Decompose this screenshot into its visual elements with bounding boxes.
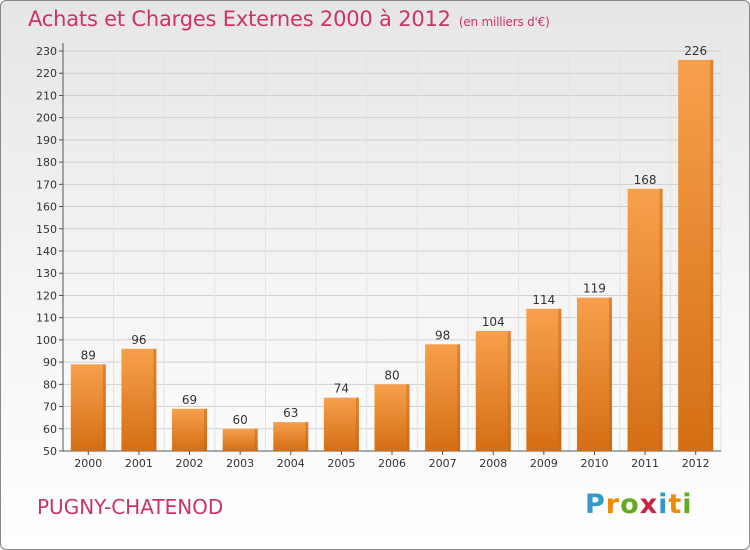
bar-shade <box>507 331 511 451</box>
y-tick-label: 90 <box>43 356 57 369</box>
bar <box>273 422 309 451</box>
y-tick-label: 190 <box>36 134 57 147</box>
x-tick-label: 2002 <box>176 457 204 470</box>
data-label: 119 <box>583 282 606 296</box>
logo-letter: P <box>585 489 606 520</box>
bar <box>374 384 410 451</box>
data-label: 104 <box>482 315 505 329</box>
bar-shade <box>608 297 612 451</box>
data-label: 89 <box>81 348 96 362</box>
commune-name: PUGNY-CHATENOD <box>37 495 224 519</box>
data-label: 69 <box>182 393 197 407</box>
bar <box>425 344 461 451</box>
y-tick-label: 220 <box>36 67 57 80</box>
y-tick-label: 150 <box>36 223 57 236</box>
labels: 50 60 70 80 90 100 110 120 130 140 150 160 170 180 190… <box>36 44 710 470</box>
data-label: 74 <box>334 382 349 396</box>
chart-unit: (en milliers d'€) <box>458 15 550 29</box>
bar-shade <box>710 59 714 452</box>
y-tick-label: 200 <box>36 112 57 125</box>
chart-title: Achats et Charges Externes 2000 à 2012 (e… <box>28 7 550 31</box>
y-tick-label: 170 <box>36 178 57 191</box>
bar <box>678 59 714 452</box>
bar-shade <box>102 364 106 451</box>
logo-letter: i <box>658 489 669 520</box>
bar <box>121 348 157 451</box>
data-label: 60 <box>233 413 248 427</box>
x-tick-label: 2012 <box>682 457 710 470</box>
bar-shade <box>457 344 461 451</box>
bar-shade <box>254 428 258 451</box>
y-tick-label: 230 <box>36 45 57 58</box>
proxiti-logo: Proxiti <box>585 489 693 520</box>
bar-shade <box>153 348 157 451</box>
y-tick-label: 100 <box>36 334 57 347</box>
logo-letter: x <box>639 489 659 520</box>
data-label: 168 <box>634 173 657 187</box>
bar <box>576 297 612 451</box>
bars <box>70 59 714 452</box>
x-tick-label: 2000 <box>74 457 102 470</box>
bar-shade <box>355 397 359 451</box>
y-tick-label: 80 <box>43 378 57 391</box>
y-tick-label: 50 <box>43 445 57 458</box>
bar-shade <box>659 188 663 451</box>
y-tick-label: 160 <box>36 201 57 214</box>
x-tick-label: 2006 <box>378 457 406 470</box>
x-tick-label: 2004 <box>277 457 305 470</box>
bar <box>526 308 562 451</box>
x-tick-label: 2008 <box>479 457 507 470</box>
data-label: 63 <box>283 406 298 420</box>
logo-letter: t <box>668 489 683 520</box>
y-tick-label: 60 <box>43 423 57 436</box>
bar <box>323 397 359 451</box>
bar <box>627 188 663 451</box>
y-tick-label: 130 <box>36 267 57 280</box>
bar <box>222 428 258 451</box>
y-tick-label: 210 <box>36 89 57 102</box>
data-label: 226 <box>684 44 707 58</box>
bar-shade <box>305 422 309 451</box>
x-tick-label: 2011 <box>631 457 659 470</box>
bar-shade <box>204 408 208 451</box>
logo-letter: o <box>620 489 640 520</box>
y-tick-label: 110 <box>36 312 57 325</box>
x-tick-label: 2007 <box>429 457 457 470</box>
x-tick-label: 2003 <box>226 457 254 470</box>
x-tick-label: 2001 <box>125 457 153 470</box>
chart-title-text: Achats et Charges Externes 2000 à 2012 <box>28 7 451 31</box>
bar <box>70 364 106 451</box>
x-tick-label: 2009 <box>530 457 558 470</box>
data-label: 96 <box>131 333 146 347</box>
x-tick-label: 2005 <box>327 457 355 470</box>
bar <box>475 331 511 451</box>
logo-letter: i <box>682 489 693 520</box>
logo-letter: r <box>605 489 621 520</box>
data-label: 80 <box>384 368 399 382</box>
data-label: 114 <box>532 293 555 307</box>
x-tick-label: 2010 <box>580 457 608 470</box>
y-tick-label: 70 <box>43 401 57 414</box>
y-tick-label: 140 <box>36 245 57 258</box>
bar-shade <box>558 308 562 451</box>
data-label: 98 <box>435 328 450 342</box>
bar <box>172 408 208 451</box>
y-tick-label: 120 <box>36 289 57 302</box>
bar-shade <box>406 384 410 451</box>
y-tick-label: 180 <box>36 156 57 169</box>
